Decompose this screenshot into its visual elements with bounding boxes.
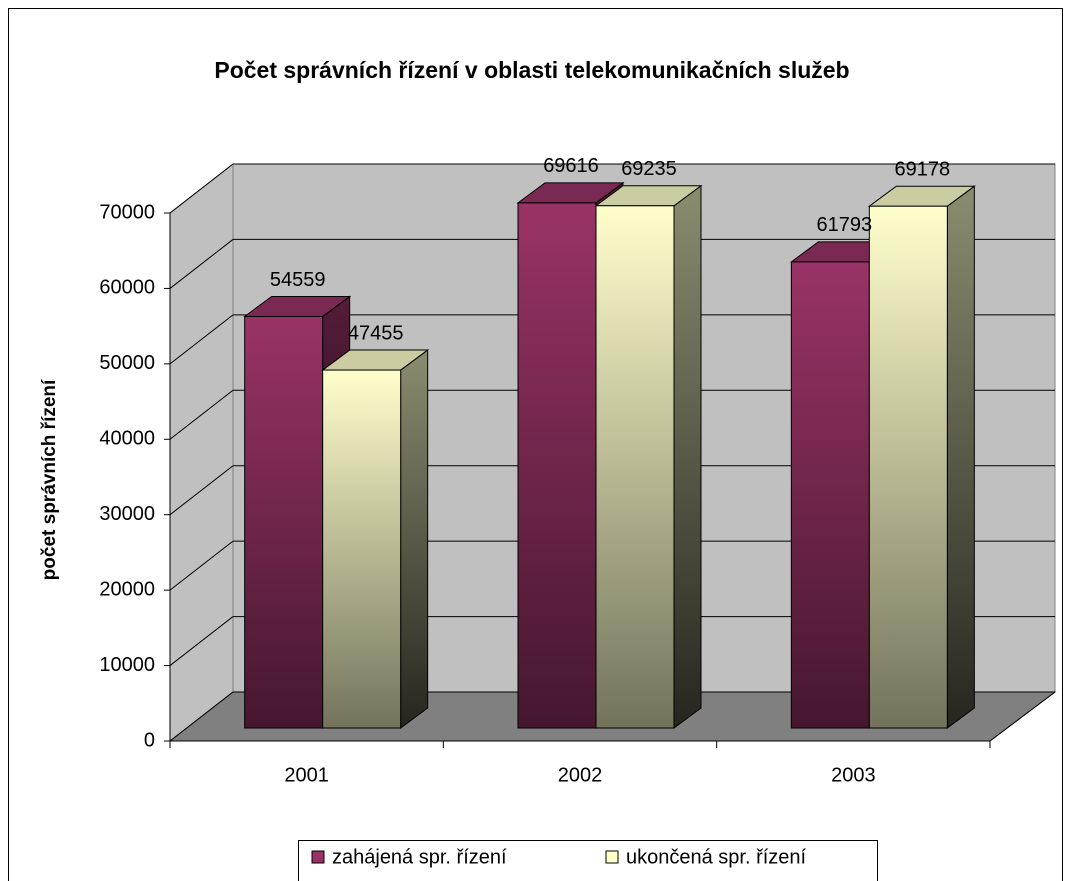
legend-label: ukončená spr. řízení	[626, 846, 807, 868]
y-tick-label: 40000	[99, 428, 155, 450]
grid-line	[169, 163, 234, 214]
y-tick-label: 30000	[99, 503, 155, 525]
bar	[867, 185, 976, 729]
grid-line	[169, 239, 234, 289]
data-label: 69178	[895, 158, 951, 180]
y-tick-label: 0	[144, 729, 155, 751]
x-tick-label: 2001	[284, 764, 329, 786]
grid-line	[169, 314, 234, 365]
chart-title: Počet správních řízení v oblasti telekom…	[214, 57, 849, 83]
bar	[321, 349, 430, 729]
y-tick-label: 50000	[99, 352, 155, 374]
x-tick-label: 2003	[831, 764, 876, 786]
legend-label: zahájená spr. řízení	[332, 846, 507, 868]
grid-line	[169, 465, 234, 516]
legend	[298, 840, 878, 881]
grid-line	[169, 540, 234, 591]
grid-line	[169, 616, 234, 666]
side-wall	[169, 162, 234, 743]
data-label: 69616	[543, 155, 599, 177]
data-label: 69235	[621, 158, 677, 180]
y-tick-label: 70000	[99, 201, 155, 223]
legend-swatch	[605, 850, 619, 864]
data-label: 61793	[817, 214, 873, 236]
grid-line	[169, 389, 234, 440]
y-tick-label: 20000	[99, 578, 155, 600]
y-tick-label: 60000	[99, 277, 155, 299]
data-label: 47455	[348, 322, 404, 344]
bar	[594, 184, 703, 729]
grid-line	[169, 691, 234, 742]
x-tick-label: 2002	[558, 764, 603, 786]
y-tick-label: 10000	[99, 654, 155, 676]
data-label: 54559	[270, 269, 326, 291]
y-axis-title: počet správních řízení	[39, 379, 60, 580]
legend-swatch	[311, 850, 325, 864]
floor-edge	[989, 691, 1056, 742]
